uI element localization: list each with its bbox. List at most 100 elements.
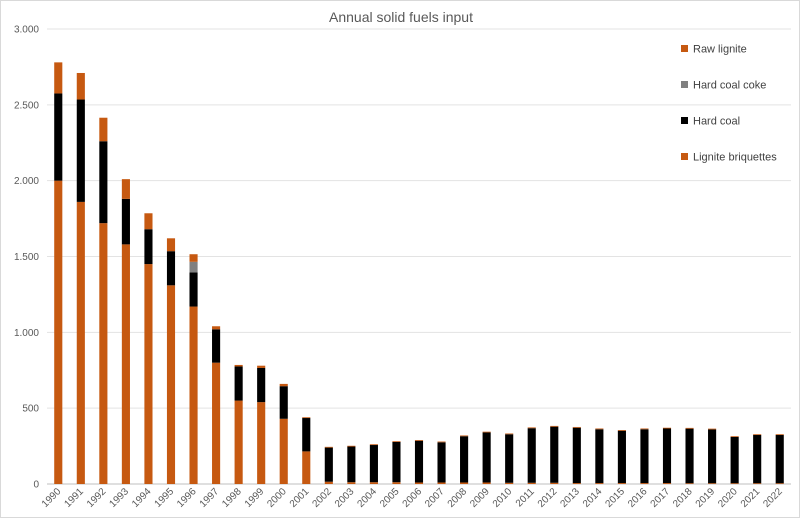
bar-raw-lignite-2008 <box>460 435 469 437</box>
x-tick-label: 2010 <box>491 486 515 510</box>
x-tick-label: 1996 <box>175 486 199 510</box>
bar-raw-lignite-2000 <box>279 383 288 387</box>
x-tick-label: 2014 <box>581 486 605 510</box>
bar-lignite-briquettes-2018 <box>685 483 694 484</box>
bar-lignite-briquettes-2000 <box>279 418 288 484</box>
x-tick-label: 1994 <box>130 486 154 510</box>
bar-hard-coal-1997 <box>212 329 221 363</box>
bar-raw-lignite-2020 <box>730 436 739 437</box>
x-tick-label: 2004 <box>356 486 380 510</box>
bar-lignite-briquettes-2007 <box>437 482 446 484</box>
bar-lignite-briquettes-2006 <box>414 482 424 484</box>
bar-raw-lignite-1998 <box>234 364 243 367</box>
x-tick-label: 2017 <box>649 486 673 510</box>
x-tick-label: 2019 <box>694 486 718 510</box>
x-tick-label: 2008 <box>446 486 470 510</box>
bar-hard-coal-1991 <box>76 99 85 202</box>
bar-lignite-briquettes-1999 <box>257 402 266 484</box>
x-tick-label: 2021 <box>739 486 763 510</box>
bar-hard-coal-1992 <box>99 141 108 224</box>
bar-hard-coal-1990 <box>54 93 63 181</box>
bar-raw-lignite-1995 <box>166 238 176 252</box>
x-axis: 1990 1991 1992 1993 1994 1995 1996 1997 1998 1999… <box>40 486 785 510</box>
x-tick-label: 2000 <box>265 486 289 510</box>
bar-hard-coal-2014 <box>595 429 604 484</box>
bar-raw-lignite-2002 <box>324 446 333 448</box>
bar-lignite-briquettes-2010 <box>505 482 514 484</box>
bar-raw-lignite-2003 <box>347 445 356 447</box>
bar-raw-lignite-1996 <box>189 254 198 262</box>
bar-lignite-briquettes-2004 <box>369 482 378 484</box>
x-tick-label: 2012 <box>536 486 560 510</box>
bar-lignite-briquettes-2003 <box>347 482 356 484</box>
y-tick-label: 1.000 <box>14 328 39 339</box>
bar-hard-coal-2002 <box>324 447 333 482</box>
bar-hard-coal-2001 <box>302 418 311 452</box>
bar-lignite-briquettes-2002 <box>324 481 333 484</box>
bar-raw-lignite-2005 <box>392 441 401 442</box>
x-tick-label: 2011 <box>514 486 537 509</box>
bar-raw-lignite-2019 <box>708 428 717 430</box>
bar-hard-coal-1993 <box>121 198 130 245</box>
bar-raw-lignite-2015 <box>617 430 626 431</box>
x-tick-label: 2016 <box>626 486 650 510</box>
x-tick-label: 2007 <box>423 486 447 510</box>
bar-hard-coal-2013 <box>572 427 581 484</box>
bar-lignite-briquettes-1990 <box>54 180 63 484</box>
bar-lignite-briquettes-2009 <box>482 482 491 484</box>
bar-raw-lignite-2001 <box>302 417 311 419</box>
x-tick-label: 2003 <box>333 486 357 510</box>
x-tick-label: 1999 <box>243 486 267 510</box>
bar-lignite-briquettes-1996 <box>189 306 198 484</box>
bar-hard-coal-2012 <box>550 426 559 483</box>
bar-hard-coal-2017 <box>662 428 672 484</box>
bar-lignite-briquettes-2019 <box>708 483 717 484</box>
y-tick-label: 3.000 <box>14 25 39 36</box>
bar-hard-coal-2010 <box>505 434 514 483</box>
legend-swatch <box>681 81 688 88</box>
bar-hard-coal-2000 <box>279 386 288 419</box>
bar-raw-lignite-2016 <box>640 428 649 430</box>
bar-raw-lignite-2011 <box>527 427 536 429</box>
bar-hard-coal-1994 <box>144 229 153 265</box>
x-tick-label: 1997 <box>198 486 222 510</box>
bar-lignite-briquettes-2011 <box>527 482 536 484</box>
bar-hard-coal-2015 <box>617 430 626 484</box>
x-tick-label: 1992 <box>85 486 109 510</box>
bar-hard-coal-1998 <box>234 366 243 401</box>
bar-raw-lignite-1992 <box>99 117 108 142</box>
bar-raw-lignite-2017 <box>662 427 672 429</box>
bar-hard-coal-1995 <box>166 251 176 286</box>
x-tick-label: 2015 <box>604 486 628 510</box>
bar-hard-coal-2009 <box>482 432 491 483</box>
legend: Raw lignite Hard coal coke Hard coal Lignit… <box>681 44 777 164</box>
bar-lignite-briquettes-1995 <box>166 285 176 484</box>
bar-hard-coal-2011 <box>527 428 536 483</box>
x-tick-label: 2009 <box>468 486 492 510</box>
bar-raw-lignite-1999 <box>257 365 266 368</box>
x-tick-label: 2020 <box>716 486 740 510</box>
bar-hard-coal-2020 <box>730 436 739 484</box>
y-tick-label: 1.500 <box>14 252 39 263</box>
bar-raw-lignite-1990 <box>54 62 63 94</box>
x-tick-label: 1993 <box>108 486 132 510</box>
x-tick-label: 2002 <box>310 486 334 510</box>
bar-lignite-briquettes-1991 <box>76 201 85 484</box>
bar-hard-coal-2003 <box>347 446 356 483</box>
x-tick-label: 1990 <box>40 486 64 510</box>
x-tick-label: 2005 <box>378 486 402 510</box>
bar-lignite-briquettes-2013 <box>572 483 581 484</box>
bar-hard-coal-2018 <box>685 428 694 484</box>
bar-lignite-briquettes-2012 <box>550 482 559 484</box>
bar-lignite-briquettes-2016 <box>640 483 649 484</box>
bar-raw-lignite-1997 <box>212 326 221 330</box>
legend-swatch <box>681 45 688 52</box>
legend-label: Hard coal <box>693 116 740 128</box>
bar-hard-coal-2006 <box>414 440 424 483</box>
bars <box>54 62 784 484</box>
bar-raw-lignite-2009 <box>482 431 491 433</box>
legend-swatch <box>681 117 688 124</box>
bar-lignite-briquettes-1994 <box>144 264 153 484</box>
bar-hard-coal-1996 <box>189 272 198 307</box>
bar-hard-coal-2004 <box>369 445 378 483</box>
